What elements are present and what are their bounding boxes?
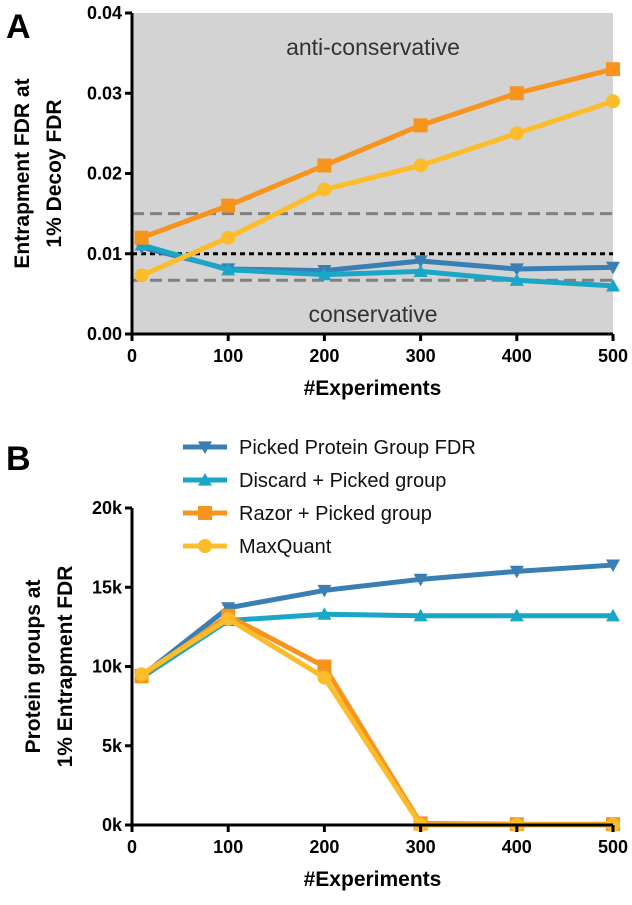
panel-a-x-tick-label-2: 200 bbox=[309, 346, 339, 366]
panel-b-letter: B bbox=[6, 440, 31, 478]
panel-b-point-picked-protein-group-fdr-3 bbox=[413, 573, 428, 587]
anti-conservative-label: anti-conservative bbox=[286, 34, 460, 60]
panel-a-point-razor-picked-group-0 bbox=[134, 230, 149, 245]
legend-marker-maxquant bbox=[198, 539, 212, 553]
panel-a-point-discard-picked-group-5 bbox=[606, 278, 620, 292]
panel-a-point-discard-picked-group-1 bbox=[221, 262, 236, 276]
panel-b-point-picked-protein-group-fdr-5 bbox=[606, 559, 620, 573]
panel-b-point-discard-picked-group-2 bbox=[317, 607, 332, 620]
panel-a-point-maxquant-4 bbox=[509, 126, 524, 141]
panel-a-letter: A bbox=[6, 8, 31, 46]
panel-b-x-tick-label-0: 0 bbox=[127, 837, 137, 857]
panel-a-y-axis-title-line2: 1% Decoy FDR bbox=[43, 99, 66, 247]
panel-b-y-tick-label-4: 20k bbox=[92, 498, 123, 518]
panel-b-line-discard-picked-group bbox=[140, 611, 613, 680]
panel-b-point-maxquant-0 bbox=[134, 667, 149, 682]
panel-b-line-maxquant bbox=[140, 616, 613, 828]
chart-panel-a: anti-conservative conservative 0.000.010… bbox=[11, 3, 628, 400]
panel-a-point-picked-protein-group-fdr-4 bbox=[509, 263, 524, 276]
legend-label-discard-picked-group: Discard + Picked group bbox=[239, 470, 446, 492]
panel-a-point-razor-picked-group-1 bbox=[221, 198, 236, 213]
panel-a-y-tick-label-2: 0.02 bbox=[87, 164, 122, 184]
panel-a-point-discard-picked-group-3 bbox=[413, 264, 428, 278]
legend-marker-razor-picked-group bbox=[198, 506, 212, 520]
panel-a-point-picked-protein-group-fdr-3 bbox=[413, 255, 428, 268]
panel-b-y-tick-label-0: 0k bbox=[102, 815, 123, 835]
panel-a-x-tick-label-3: 300 bbox=[406, 346, 436, 366]
legend-label-razor-picked-group: Razor + Picked group bbox=[239, 503, 432, 525]
panel-a-x-tick-label-5: 500 bbox=[598, 346, 628, 366]
legend-label-picked-protein-group-fdr: Picked Protein Group FDR bbox=[239, 437, 476, 459]
panel-b-x-tick-label-1: 100 bbox=[213, 837, 243, 857]
panel-a-plot-background bbox=[132, 13, 613, 334]
panel-a-point-picked-protein-group-fdr-5 bbox=[606, 261, 620, 275]
panel-b-x-tick-label-3: 300 bbox=[406, 837, 436, 857]
panel-b-x-tick-label-5: 500 bbox=[598, 837, 628, 857]
panel-a-point-maxquant-3 bbox=[413, 158, 428, 173]
panel-a-point-maxquant-2 bbox=[317, 182, 332, 197]
panel-a-y-tick-label-4: 0.04 bbox=[87, 3, 122, 23]
panel-b-point-maxquant-2 bbox=[317, 670, 332, 685]
panel-a-x-tick-label-1: 100 bbox=[213, 346, 243, 366]
panel-b-series bbox=[134, 559, 620, 832]
panel-a-point-maxquant-1 bbox=[221, 230, 236, 245]
panel-a-y-tick-label-0: 0.00 bbox=[87, 324, 122, 344]
panel-b-point-picked-protein-group-fdr-4 bbox=[509, 565, 524, 579]
panel-a-point-razor-picked-group-4 bbox=[509, 86, 524, 101]
legend-label-maxquant: MaxQuant bbox=[239, 536, 332, 558]
panel-a-y-tick-label-1: 0.01 bbox=[87, 244, 122, 264]
panel-b-line-picked-protein-group-fdr bbox=[140, 562, 614, 678]
panel-b-point-discard-picked-group-3 bbox=[413, 608, 428, 622]
panel-a-x-tick-label-0: 0 bbox=[127, 346, 137, 366]
legend-marker-picked-protein-group-fdr bbox=[198, 441, 212, 454]
panel-b-x-tick-label-4: 400 bbox=[502, 837, 532, 857]
panel-b-y-axis-title-line2: 1% Entrapment FDR bbox=[54, 566, 77, 768]
panel-b-y-tick-label-2: 10k bbox=[92, 657, 123, 677]
panel-a-y-axis-title-line1: Entrapment FDR at bbox=[11, 78, 34, 268]
panel-b-axes: 0k 5k 10k 15k 20k 0 100 200 300 400 500 bbox=[92, 498, 628, 857]
panel-a-point-razor-picked-group-3 bbox=[413, 118, 428, 133]
panel-a-line-discard-picked-group bbox=[140, 242, 614, 289]
panel-b-x-axis-title: #Experiments bbox=[304, 868, 442, 891]
panel-a-series bbox=[134, 62, 620, 292]
panel-a-x-axis-title: #Experiments bbox=[304, 377, 442, 400]
chart-panel-b: Picked Protein Group FDR Discard + Picked… bbox=[22, 437, 628, 891]
panel-a-x-tick-label-4: 400 bbox=[502, 346, 532, 366]
panel-b-point-discard-picked-group-5 bbox=[606, 608, 620, 622]
panel-a-axes: 0.00 0.01 0.02 0.03 0.04 0 100 200 300 400 500 bbox=[87, 3, 628, 366]
panel-a-point-discard-picked-group-2 bbox=[317, 267, 332, 281]
panel-b-point-picked-protein-group-fdr-1 bbox=[221, 602, 236, 615]
legend-marker-discard-picked-group bbox=[198, 473, 212, 486]
panel-a-point-maxquant-5 bbox=[606, 94, 620, 109]
panel-a-line-razor-picked-group bbox=[140, 66, 614, 241]
panel-b-point-razor-picked-group-2 bbox=[317, 659, 332, 674]
panel-a-point-razor-picked-group-5 bbox=[606, 62, 620, 77]
panel-b-point-discard-picked-group-4 bbox=[509, 608, 524, 622]
panel-b-y-tick-label-3: 15k bbox=[92, 577, 123, 597]
panel-a-point-maxquant-0 bbox=[134, 268, 149, 283]
panel-b-line-razor-picked-group bbox=[140, 613, 613, 827]
panel-b-x-tick-label-2: 200 bbox=[309, 837, 339, 857]
panel-b-y-tick-label-1: 5k bbox=[102, 736, 123, 756]
panel-a-y-tick-label-3: 0.03 bbox=[87, 83, 122, 103]
panel-a-point-razor-picked-group-2 bbox=[317, 158, 332, 173]
panel-b-point-maxquant-1 bbox=[221, 611, 236, 626]
panel-b-y-axis-title-line1: Protein groups at bbox=[22, 580, 45, 754]
conservative-label: conservative bbox=[308, 301, 437, 327]
legend: Picked Protein Group FDR Discard + Picked… bbox=[183, 437, 476, 558]
panel-a-point-discard-picked-group-4 bbox=[509, 273, 524, 286]
panel-b-point-picked-protein-group-fdr-2 bbox=[317, 584, 332, 598]
panel-a-line-maxquant bbox=[140, 98, 614, 278]
